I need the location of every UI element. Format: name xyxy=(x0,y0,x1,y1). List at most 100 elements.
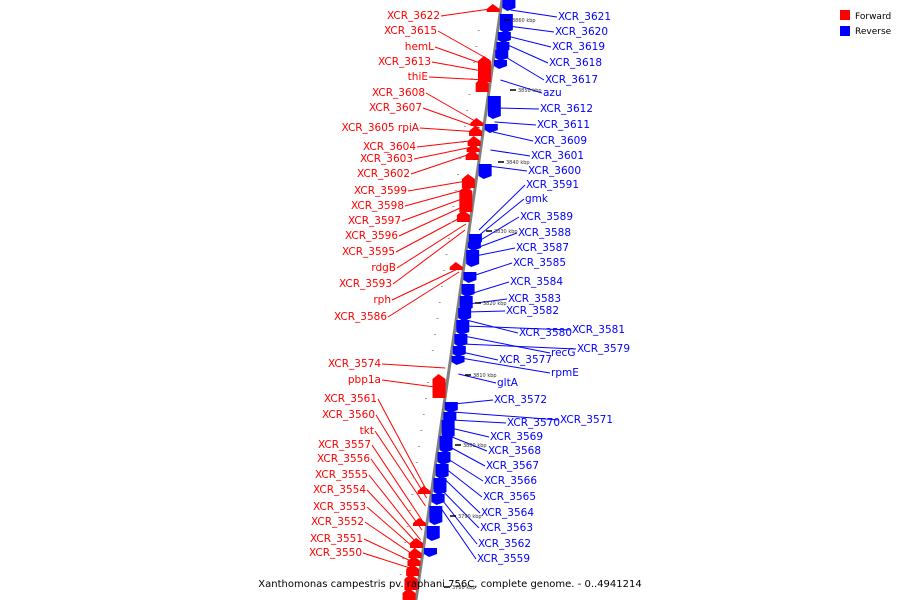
axis-mark xyxy=(404,542,407,543)
forward-gene xyxy=(432,374,446,398)
leader-line xyxy=(466,319,519,334)
leader-line xyxy=(391,267,460,301)
gene-label-forward: hemL xyxy=(405,41,434,53)
forward-gene xyxy=(467,136,481,146)
axis-mark xyxy=(434,334,437,335)
gene-label-reverse: azu xyxy=(543,87,562,99)
gene-label-reverse: XCR_3617 xyxy=(545,74,598,86)
leader-line xyxy=(447,445,486,467)
gene-label-forward: thiE xyxy=(408,71,428,83)
reverse-gene xyxy=(499,14,513,33)
gene-label-reverse: XCR_3564 xyxy=(481,507,534,519)
forward-gene xyxy=(470,118,484,126)
forward-gene xyxy=(477,56,491,82)
scale-tick-label: 3830 kbp xyxy=(494,229,518,235)
reverse-gene xyxy=(451,356,465,365)
legend-forward-swatch xyxy=(840,10,850,20)
leader-line xyxy=(381,379,443,389)
gene-label-reverse: XCR_3568 xyxy=(488,445,541,457)
leader-line xyxy=(413,145,478,160)
legend: Forward Reverse xyxy=(840,10,892,37)
gene-label-forward: XCR_3553 xyxy=(313,501,366,513)
leader-line xyxy=(469,281,510,295)
scale-tick-label: 3850 kbp xyxy=(518,88,542,94)
gene-label-reverse: XCR_3584 xyxy=(510,276,563,288)
forward-gene xyxy=(486,4,500,12)
legend-forward-label: Forward xyxy=(855,12,891,22)
leader-line xyxy=(363,538,418,565)
scale-tick-label: 3790 kbp xyxy=(458,514,482,520)
gene-label-forward: XCR_3560 xyxy=(322,409,375,421)
leader-line xyxy=(450,427,490,438)
leader-line xyxy=(477,216,520,243)
gene-label-reverse: recG xyxy=(551,347,575,359)
gene-label-reverse: XCR_3577 xyxy=(499,354,552,366)
leader-line xyxy=(371,444,424,523)
reverse-gene xyxy=(466,250,480,267)
reverse-gene xyxy=(478,164,492,179)
forward-gene xyxy=(402,588,416,600)
gene-label-forward: XCR_3604 xyxy=(363,141,416,153)
gene-label-reverse: XCR_3579 xyxy=(577,343,630,355)
gene-label-forward: XCR_3554 xyxy=(313,484,366,496)
reverse-gene xyxy=(493,60,507,69)
gene-label-forward: XCR_3586 xyxy=(334,311,387,323)
gene-label-forward: XCR_3551 xyxy=(310,533,363,545)
reverse-gene xyxy=(467,242,481,251)
reverse-gene xyxy=(454,334,468,347)
gene-label-reverse: gmk xyxy=(525,193,549,205)
leader-line xyxy=(503,55,545,81)
gene-label-reverse: XCR_3611 xyxy=(537,119,590,131)
gene-label-reverse: XCR_3601 xyxy=(531,150,584,162)
leader-line xyxy=(477,198,525,237)
reverse-gene xyxy=(452,346,466,357)
leader-line xyxy=(449,435,488,452)
scale-tick-label: 3820 kbp xyxy=(483,301,507,307)
gene-label-reverse: XCR_3562 xyxy=(478,538,531,550)
reverse-gene xyxy=(495,50,509,61)
reverse-gene xyxy=(424,548,438,557)
leader-line xyxy=(496,107,540,110)
leader-line xyxy=(462,343,577,350)
legend-reverse-label: Reverse xyxy=(855,27,892,37)
leader-line xyxy=(475,247,516,257)
leader-line xyxy=(451,419,507,424)
leader-line xyxy=(366,489,421,547)
leader-line xyxy=(505,43,549,64)
leader-line xyxy=(472,262,513,277)
gene-label-reverse: XCR_3567 xyxy=(486,460,539,472)
leader-line xyxy=(428,76,487,81)
gene-label-forward: XCR_3605 rpiA xyxy=(342,122,420,134)
gene-label-forward: rph xyxy=(373,294,391,306)
gene-label-forward: XCR_3599 xyxy=(354,185,407,197)
gene-label-reverse: XCR_3591 xyxy=(526,179,579,191)
gene-label-reverse: XCR_3609 xyxy=(534,135,587,147)
leader-line xyxy=(407,179,473,192)
genome-caption: Xanthomonas campestris pv. raphani 756C,… xyxy=(258,579,641,590)
leader-line xyxy=(500,79,543,94)
axis-mark xyxy=(420,430,423,431)
gene-label-forward: XCR_3597 xyxy=(348,215,401,227)
leader-line xyxy=(387,271,460,318)
leader-line xyxy=(381,363,446,369)
gene-label-forward: XCR_3561 xyxy=(324,393,377,405)
reverse-gene xyxy=(441,420,455,439)
leader-line xyxy=(392,229,466,285)
scale-tick-label: 3800 kbp xyxy=(463,443,487,449)
axis-mark xyxy=(431,350,434,351)
leader-line xyxy=(478,184,526,231)
forward-gene xyxy=(469,126,483,136)
reverse-gene xyxy=(484,124,498,133)
forward-gene xyxy=(475,78,489,92)
leader-line xyxy=(490,149,531,157)
axis-mark xyxy=(424,398,427,399)
gene-label-forward: XCR_3598 xyxy=(351,200,404,212)
gene-label-forward: XCR_3615 xyxy=(384,25,437,37)
leader-line xyxy=(425,92,481,125)
reverse-gene xyxy=(461,284,475,297)
gene-label-reverse: XCR_3572 xyxy=(494,394,547,406)
gene-label-reverse: XCR_3563 xyxy=(480,522,533,534)
axis-mark xyxy=(413,478,416,479)
scale-tick-label: 3840 kbp xyxy=(506,160,530,166)
forward-gene xyxy=(408,548,422,558)
